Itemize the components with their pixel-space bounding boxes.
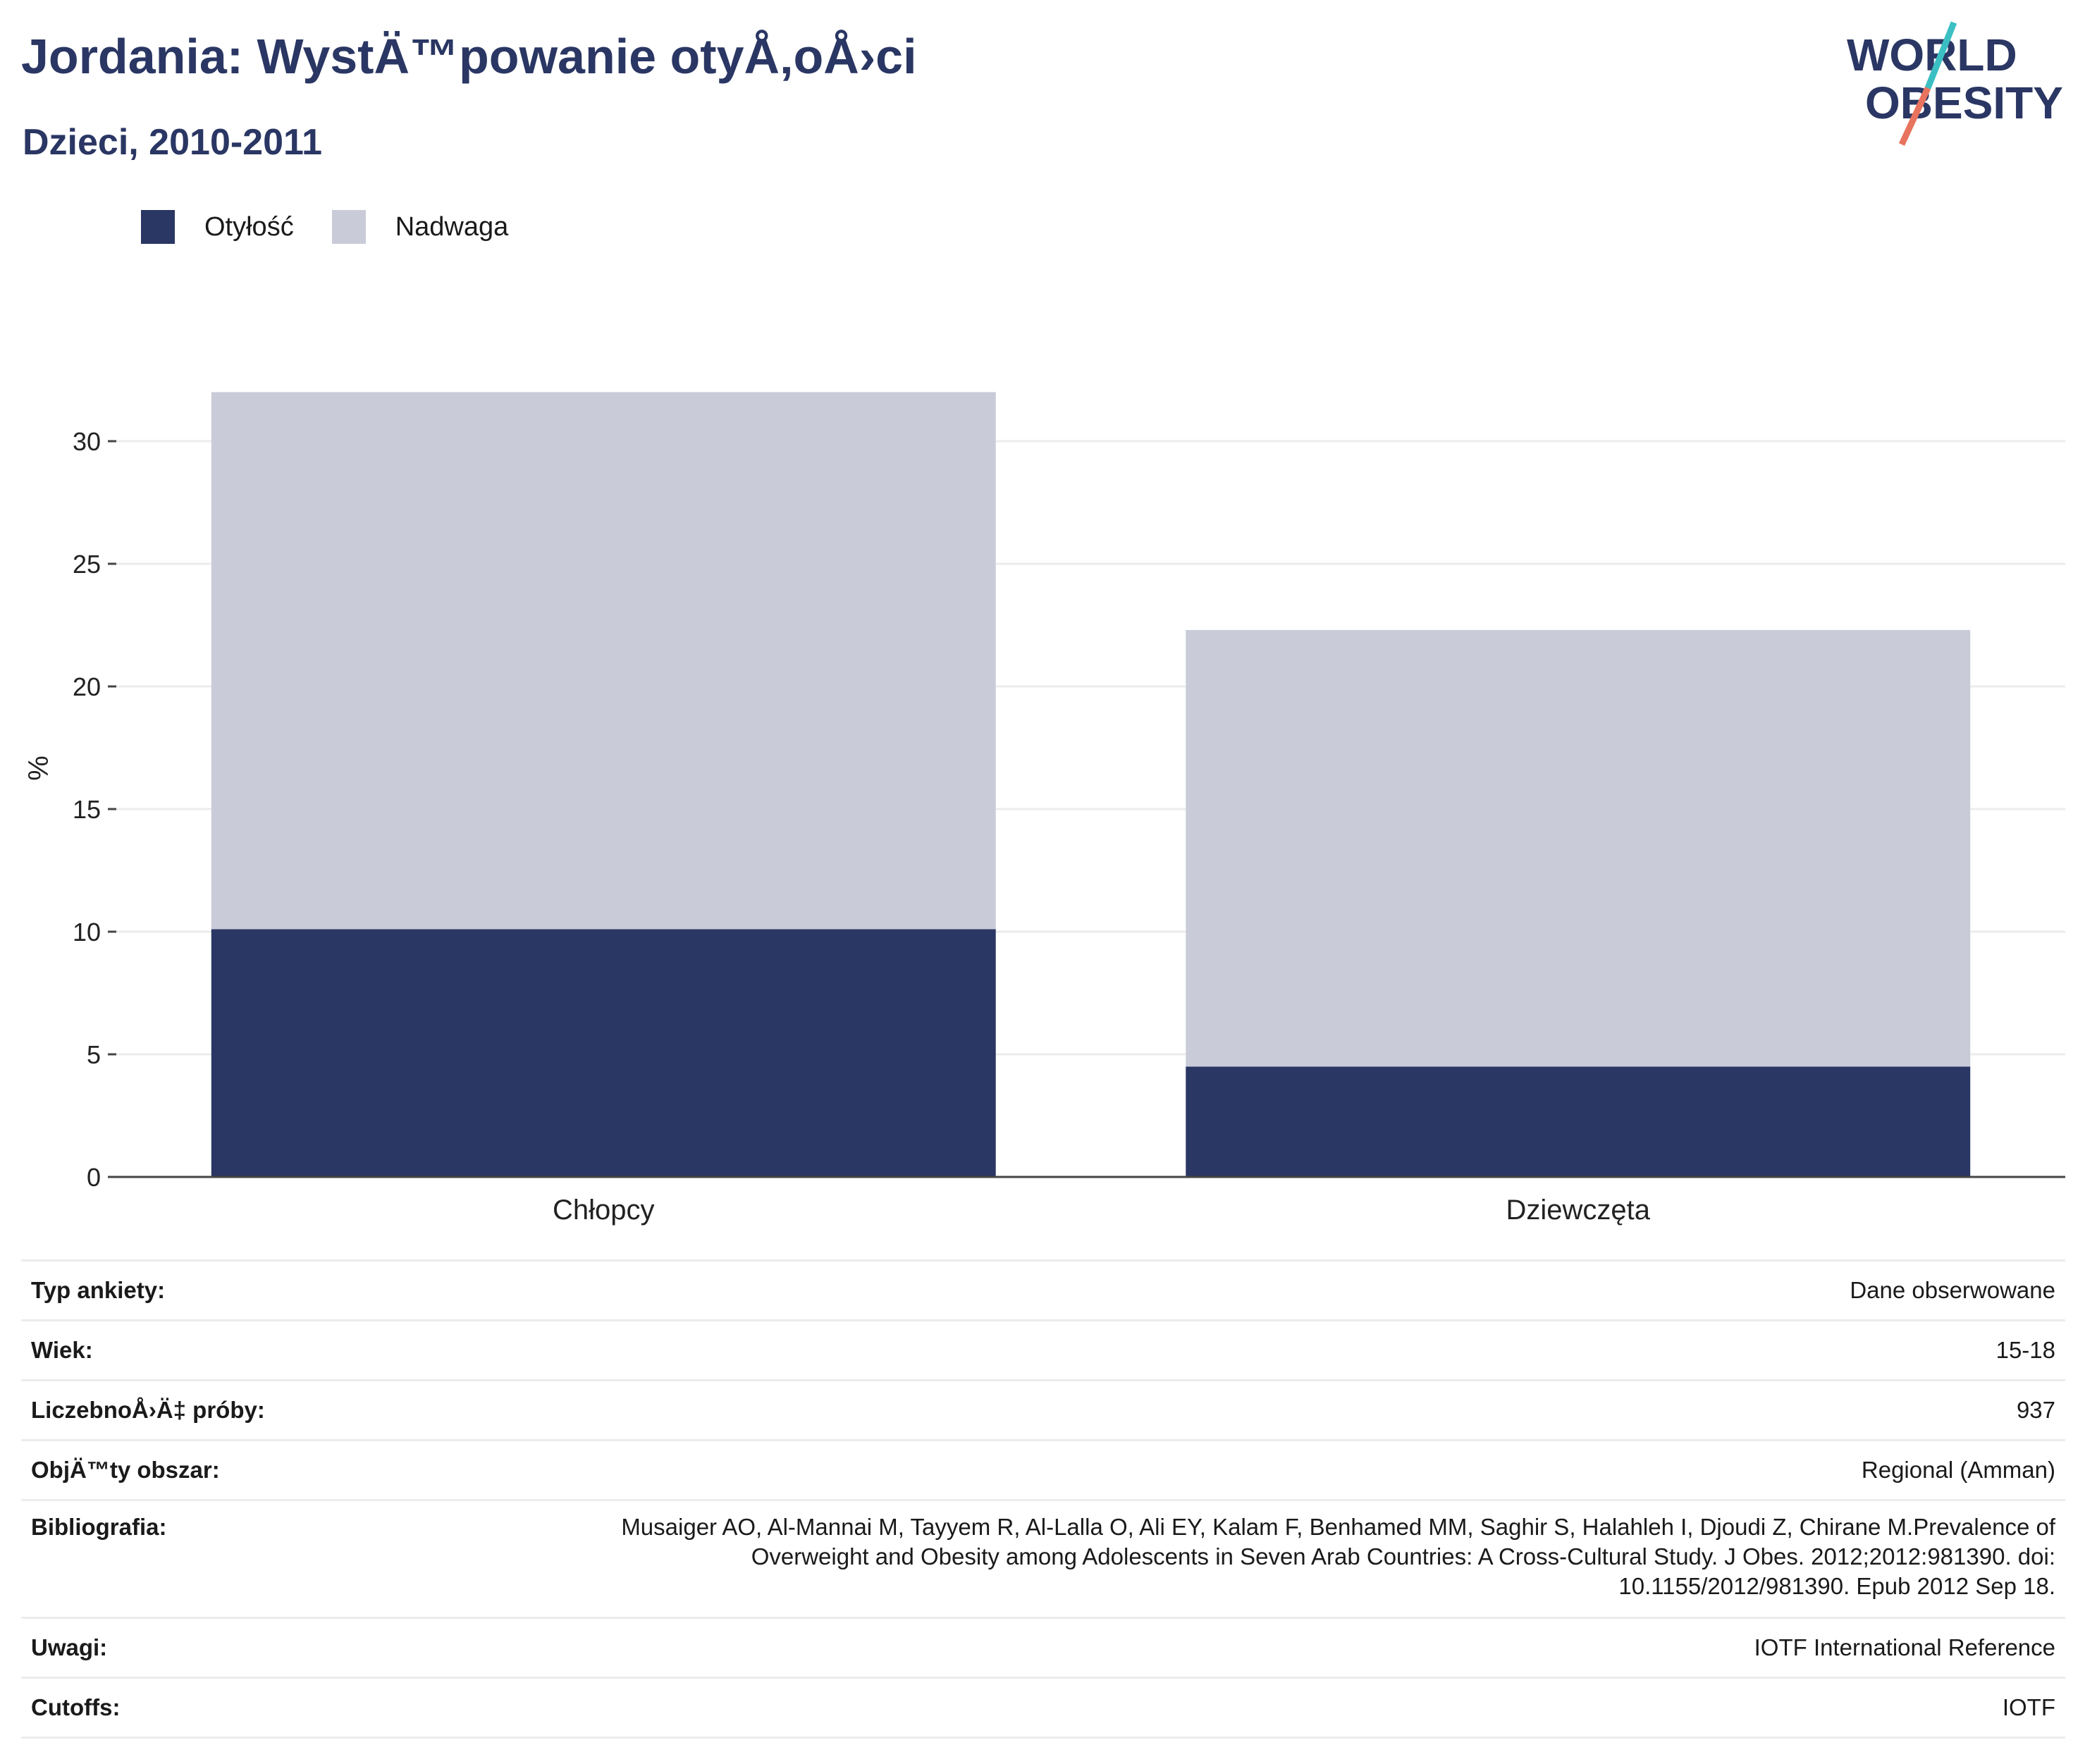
x-tick-label: Dziewczęta	[1506, 1195, 1650, 1226]
info-key: Typ ankiety:	[21, 1259, 534, 1321]
x-tick-label: Chłopcy	[553, 1195, 655, 1226]
legend-item-obesity: Otyłość	[141, 210, 294, 244]
info-key: Cutoffs:	[21, 1677, 534, 1739]
bar-overweight	[1186, 629, 1971, 1067]
y-axis-label: %	[23, 755, 54, 781]
y-tick-label: 0	[87, 1163, 101, 1192]
y-tick-label: 25	[73, 550, 101, 579]
legend-item-overweight: Nadwaga	[331, 210, 509, 244]
info-row: Typ ankiety: Dane obserwowane	[21, 1259, 2065, 1321]
legend-swatch-overweight	[331, 210, 366, 244]
y-tick-label: 30	[73, 427, 101, 456]
info-key: Wiek:	[21, 1319, 534, 1381]
info-row: Wiek: 15-18	[21, 1319, 2065, 1381]
y-tick-label: 5	[87, 1040, 101, 1069]
info-row: Cutoffs: IOTF	[21, 1677, 2065, 1739]
y-tick-label: 15	[73, 795, 101, 824]
bar-overweight	[211, 392, 996, 930]
logo-line-2: OBESITY	[1865, 78, 2063, 128]
chart-legend: Otyłość Nadwaga	[141, 210, 542, 244]
info-value: IOTF	[534, 1677, 2065, 1739]
info-value: Dane obserwowane	[534, 1259, 2065, 1321]
logo-slash-top	[1924, 21, 1957, 90]
info-key: Uwagi:	[21, 1617, 534, 1679]
info-table: Typ ankiety: Dane obserwowane Wiek: 15-18 Li…	[21, 1259, 2065, 1739]
info-key: LiczebnoÅ›Ä‡ próby:	[21, 1379, 534, 1441]
info-row: Bibliografia: Musaiger AO, Al-Mannai M, T…	[21, 1499, 2065, 1619]
world-obesity-logo: WORLD OBESITY	[1847, 21, 2063, 146]
info-value: Regional (Amman)	[534, 1439, 2065, 1501]
page-subtitle: Dzieci, 2010-2011	[23, 122, 322, 163]
info-row: Uwagi: IOTF International Reference	[21, 1617, 2065, 1679]
info-value: 15-18	[534, 1319, 2065, 1381]
legend-swatch-obesity	[141, 210, 175, 244]
logo-slash-bottom	[1898, 87, 1931, 146]
info-key: ObjÄ™ty obszar:	[21, 1439, 534, 1501]
info-value: IOTF International Reference	[534, 1617, 2065, 1679]
info-row: ObjÄ™ty obszar: Regional (Amman)	[21, 1439, 2065, 1501]
y-tick-label: 20	[73, 672, 101, 701]
bar-obesity	[211, 929, 996, 1177]
legend-label-overweight: Nadwaga	[395, 211, 509, 242]
legend-label-obesity: Otyłość	[204, 211, 294, 242]
page-title: Jordania: WystÄ™powanie otyÅ‚oÅ›ci	[21, 29, 917, 84]
bar-chart: 0 5 10 15 20 25 30% Chłopcy Dziewczęta	[23, 392, 2065, 1226]
info-key: Bibliografia:	[21, 1499, 534, 1619]
bar-obesity	[1186, 1066, 1971, 1177]
y-tick-label: 10	[73, 918, 101, 946]
info-value: Musaiger AO, Al-Mannai M, Tayyem R, Al-L…	[534, 1499, 2065, 1619]
info-row: LiczebnoÅ›Ä‡ próby: 937	[21, 1379, 2065, 1441]
info-value: 937	[534, 1379, 2065, 1441]
